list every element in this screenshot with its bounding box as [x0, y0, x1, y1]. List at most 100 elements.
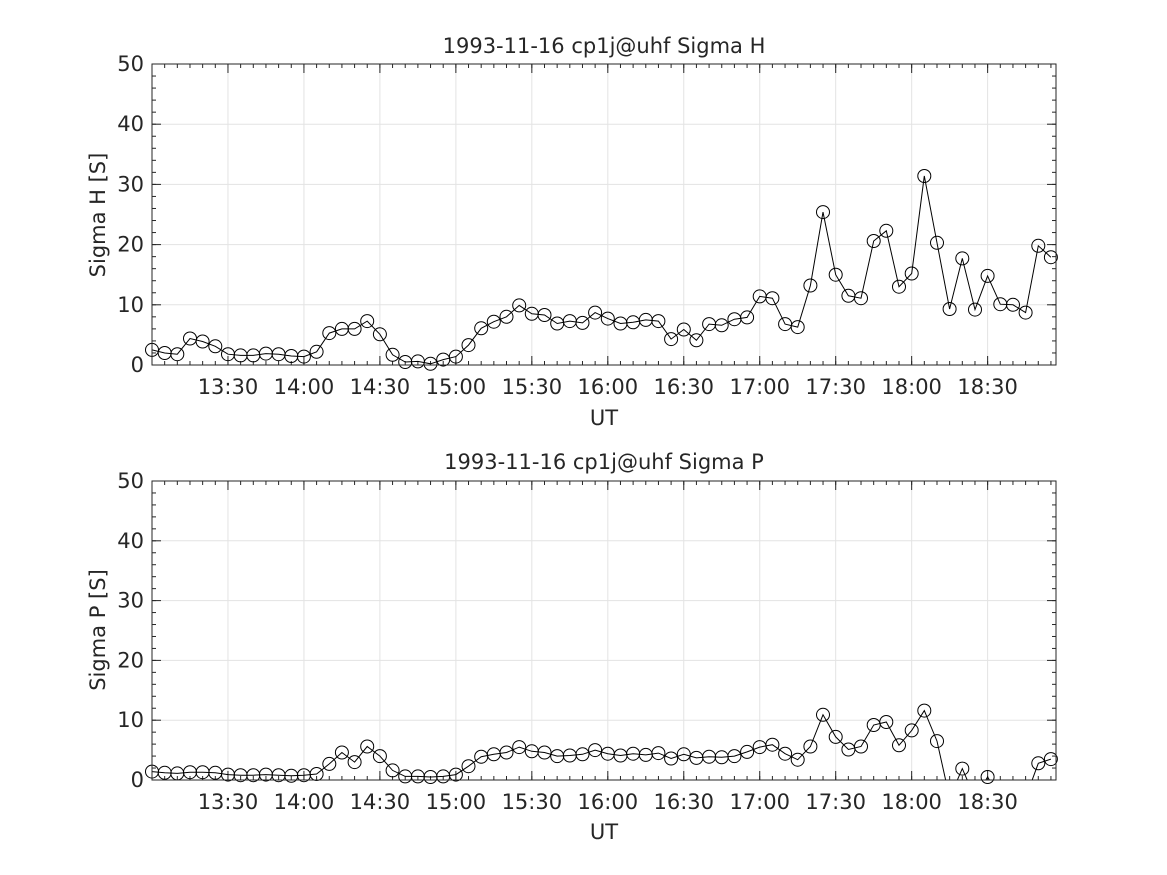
data-point: [790, 320, 805, 335]
data-point: [1018, 305, 1033, 320]
data-point: [803, 739, 818, 754]
data-point: [347, 755, 362, 770]
x-tick-label: 18:00: [881, 790, 942, 814]
x-tick-label: 18:30: [957, 790, 1018, 814]
chart-title: 1993-11-16 cp1j@uhf Sigma P: [444, 450, 764, 474]
x-tick-label: 13:30: [198, 790, 259, 814]
x-tick-label: 17:00: [729, 790, 790, 814]
data-point: [347, 321, 362, 336]
data-point: [309, 344, 324, 359]
y-tick-label: 50: [117, 52, 144, 76]
data-point: [765, 737, 780, 752]
data-point: [828, 267, 843, 282]
data-point: [917, 169, 932, 183]
series-line: [152, 175, 1052, 365]
axes-frame: [151, 63, 1057, 366]
data-point: [765, 291, 780, 306]
data-point: [512, 298, 527, 313]
x-tick-label: 16:00: [578, 790, 639, 814]
x-tick-label: 13:30: [198, 375, 259, 399]
data-point: [360, 314, 375, 329]
data-point: [385, 347, 400, 362]
y-tick-label: 10: [117, 708, 144, 732]
data-point: [448, 349, 463, 364]
x-tick-label: 17:30: [805, 375, 866, 399]
data-point: [879, 715, 894, 729]
x-tick-label: 17:30: [805, 790, 866, 814]
data-point: [816, 707, 830, 722]
data-point: [322, 326, 337, 341]
data-point: [1031, 756, 1046, 771]
data-point: [448, 767, 463, 782]
data-point: [600, 311, 615, 326]
data-point: [499, 309, 514, 324]
data-point: [588, 743, 603, 758]
x-tick-label: 18:00: [881, 375, 942, 399]
data-point: [575, 747, 590, 762]
x-axis-label: UT: [590, 820, 618, 844]
data-point: [1043, 752, 1058, 767]
plot-area: [152, 481, 1056, 780]
axes-frame: [151, 480, 1057, 781]
data-point: [651, 314, 666, 329]
y-tick-label: 30: [117, 589, 144, 613]
data-point: [372, 327, 387, 342]
y-axis-label: Sigma P [S]: [86, 569, 110, 691]
data-point: [1031, 238, 1046, 253]
data-point: [955, 761, 970, 776]
data-point: [461, 338, 476, 353]
data-point: [1006, 297, 1020, 312]
x-tick-label: 16:30: [653, 790, 714, 814]
y-tick-label: 0: [131, 353, 144, 377]
data-point: [816, 205, 830, 220]
y-tick-label: 30: [117, 172, 144, 196]
y-tick-label: 50: [117, 469, 144, 493]
data-point: [803, 278, 818, 293]
data-point: [461, 759, 476, 774]
x-tick-label: 14:00: [274, 375, 335, 399]
data-point: [854, 291, 868, 306]
data-point: [955, 251, 970, 266]
data-point: [486, 314, 501, 329]
x-tick-label: 15:00: [426, 790, 487, 814]
data-point: [499, 745, 514, 760]
data-point: [904, 266, 919, 281]
data-point: [360, 739, 375, 754]
x-tick-label: 15:00: [426, 375, 487, 399]
x-tick-label: 16:00: [578, 375, 639, 399]
data-point: [588, 305, 603, 320]
sigma-h-panel: 1993-11-16 cp1j@uhf Sigma H UT Sigma H […: [86, 34, 1058, 430]
x-tick-label: 14:00: [274, 790, 335, 814]
data-point: [296, 349, 311, 364]
data-point: [714, 318, 729, 333]
data-point: [866, 234, 881, 248]
y-axis-label: Sigma H [S]: [86, 153, 110, 278]
data-point: [980, 770, 995, 784]
x-tick-label: 15:30: [502, 790, 563, 814]
data-point: [917, 703, 932, 718]
data-point: [1043, 250, 1058, 265]
x-tick-label: 16:30: [653, 375, 714, 399]
y-tick-label: 0: [131, 768, 144, 792]
y-tick-label: 40: [117, 112, 144, 136]
data-point: [740, 744, 755, 759]
data-point: [942, 302, 957, 316]
y-tick-label: 20: [117, 648, 144, 672]
x-axis-label: UT: [590, 406, 618, 430]
x-tick-label: 14:30: [350, 790, 411, 814]
chart-title: 1993-11-16 cp1j@uhf Sigma H: [443, 34, 766, 58]
data-point: [790, 752, 805, 767]
data-point: [322, 756, 337, 771]
data-point: [854, 739, 868, 754]
data-point: [676, 747, 691, 762]
x-tick-label: 18:30: [957, 375, 1018, 399]
data-point: [828, 729, 843, 744]
sigma-p-panel: 1993-11-16 cp1j@uhf Sigma P UT Sigma P […: [86, 450, 1058, 844]
data-point: [512, 740, 527, 755]
data-point: [980, 268, 995, 283]
x-tick-label: 15:30: [502, 375, 563, 399]
data-point: [778, 746, 793, 761]
data-point: [930, 235, 944, 250]
data-point: [892, 279, 906, 294]
